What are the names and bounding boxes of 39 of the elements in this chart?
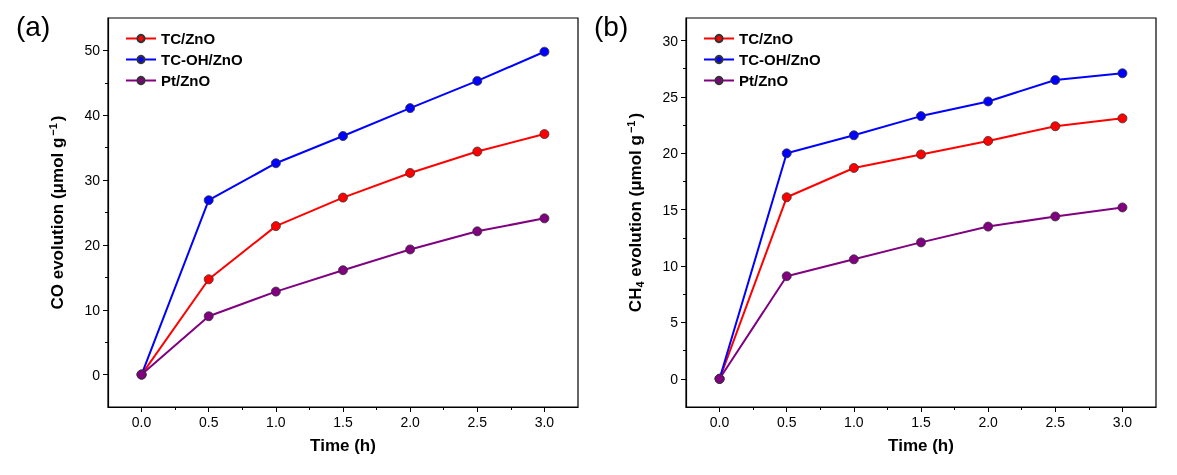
x-tick-label: 1.0: [844, 414, 864, 430]
x-tick-label: 2.0: [400, 414, 421, 430]
x-tick-label: 2.0: [978, 414, 999, 430]
x-tick-label: 0.0: [131, 414, 152, 430]
x-tick-label: 0.5: [198, 414, 219, 430]
legend-label: Pt/ZnO: [161, 72, 211, 89]
text: (b): [594, 10, 629, 42]
y-tick-label: 30: [662, 32, 679, 49]
y-tick-label: 0: [670, 370, 679, 387]
y-tick-label: 50: [84, 42, 101, 59]
x-tick-label: 1.5: [333, 414, 353, 430]
x-tick-label: 2.5: [467, 414, 488, 430]
y-tick-label: 20: [662, 145, 679, 162]
x-tick-label: 1.0: [266, 414, 286, 430]
y-tick-label: 20: [84, 236, 101, 253]
legend-label: TC-OH/ZnO: [161, 51, 243, 68]
x-tick-label: 0.5: [776, 414, 797, 430]
x-tick-label: 0.0: [709, 414, 730, 430]
text: (a): [16, 10, 51, 42]
x-axis-title: Time (h): [310, 436, 376, 455]
x-tick-label: 3.0: [1112, 414, 1133, 430]
x-axis-title: Time (h): [888, 436, 954, 455]
legend-label: Pt/ZnO: [739, 72, 789, 89]
y-axis-title: CH4 evolution (μmol g−1): [624, 112, 646, 313]
y-tick-label: 15: [662, 201, 679, 218]
legend-label: TC/ZnO: [739, 30, 794, 47]
y-tick-label: 5: [670, 314, 679, 331]
y-tick-label: 10: [662, 258, 679, 275]
legend-label: TC-OH/ZnO: [739, 51, 821, 68]
x-tick-label: 1.5: [911, 414, 931, 430]
legend-label: TC/ZnO: [161, 30, 216, 47]
y-tick-label: 10: [84, 301, 101, 318]
y-tick-label: 30: [84, 172, 101, 189]
y-axis-title: CO evolution (μmol g−1): [46, 115, 67, 310]
x-tick-label: 2.5: [1045, 414, 1066, 430]
y-tick-label: 25: [662, 88, 679, 105]
x-tick-label: 3.0: [534, 414, 555, 430]
y-tick-label: 40: [84, 107, 101, 124]
y-tick-label: 0: [92, 366, 101, 383]
